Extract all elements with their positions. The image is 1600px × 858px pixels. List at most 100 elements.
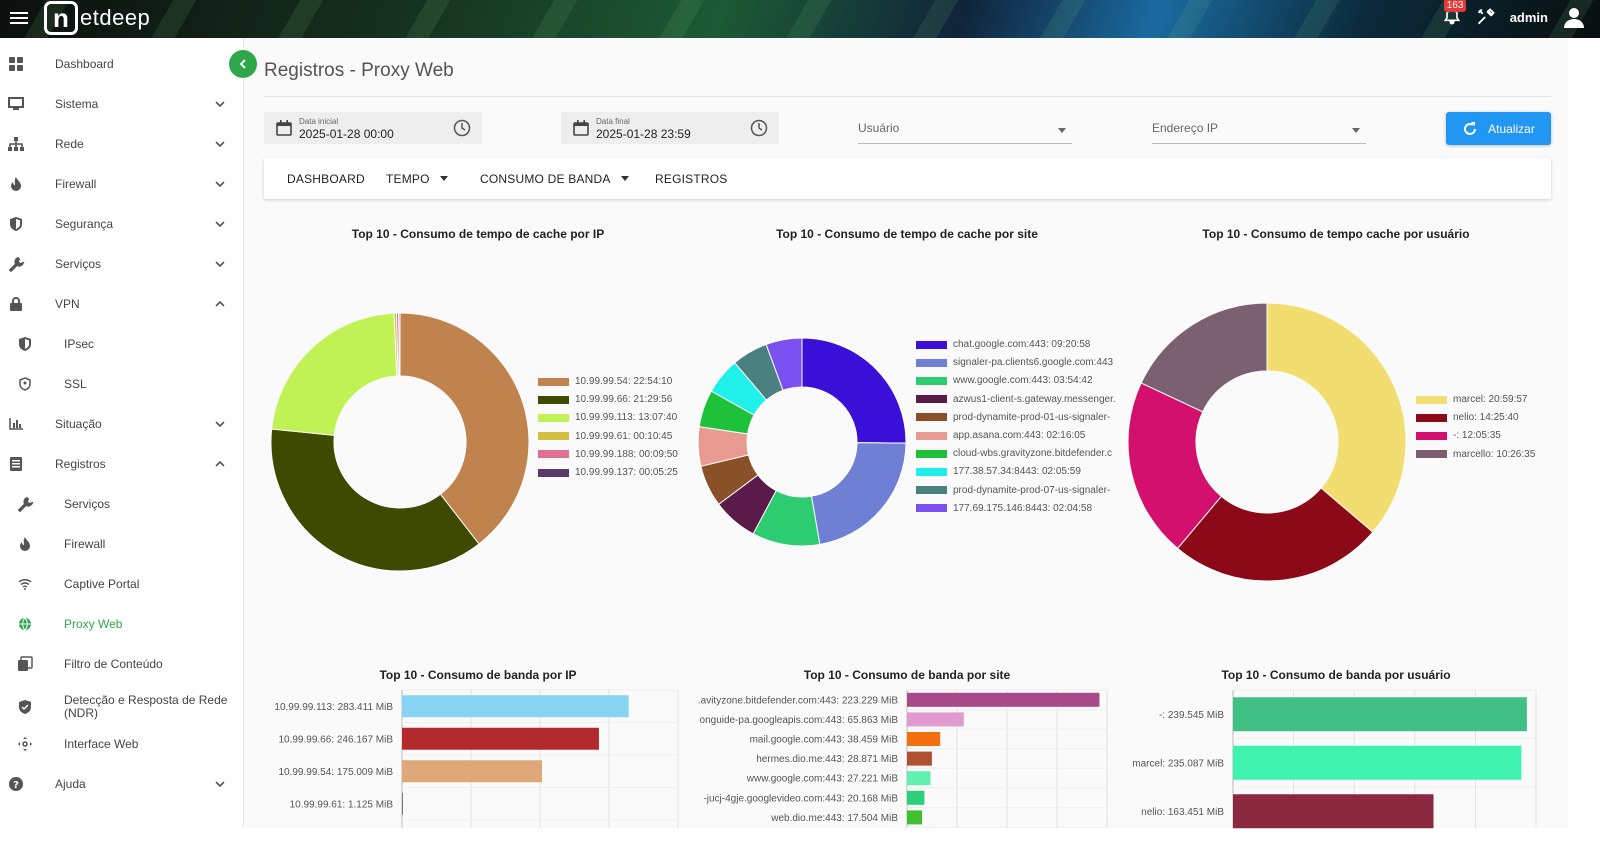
donut-slice[interactable] — [399, 312, 530, 545]
legend-swatch — [538, 432, 569, 441]
sidebar-item-seguranca[interactable]: Segurança — [0, 205, 244, 243]
clock-icon[interactable] — [750, 119, 768, 137]
notifications-bell-icon[interactable]: 163 — [1442, 0, 1467, 27]
donut-slice[interactable] — [801, 337, 907, 444]
refresh-button[interactable]: Atualizar — [1446, 112, 1551, 145]
bar[interactable] — [907, 712, 964, 727]
legend-item[interactable]: 10.99.99.137: 00:05:25 — [538, 467, 678, 478]
sidebar-item-proxy-web[interactable]: Proxy Web — [0, 605, 244, 643]
refresh-button-label: Atualizar — [1488, 121, 1535, 136]
sidebar-item-situacao[interactable]: Situação — [0, 405, 244, 443]
legend-item[interactable]: signaler-pa.clients6.google.com:443 — [916, 357, 1113, 368]
legend-item[interactable]: marcello: 10:26:35 — [1416, 449, 1535, 460]
bar[interactable] — [402, 727, 599, 750]
bar[interactable] — [907, 732, 941, 746]
legend-item[interactable]: marcel: 20:59:57 — [1416, 394, 1528, 405]
legend-label: prod-dynamite-prod-07-us-signaler- — [953, 484, 1111, 496]
bar[interactable] — [402, 695, 629, 718]
sidebar-item-label: Ajuda — [55, 777, 86, 791]
bar[interactable] — [1233, 745, 1522, 780]
legend-swatch — [916, 504, 947, 513]
bar[interactable] — [402, 792, 403, 815]
end-date-field[interactable]: Data final 2025-01-28 23:59 — [561, 112, 779, 144]
sidebar-item-captive-portal[interactable]: Captive Portal — [0, 565, 244, 603]
ip-select[interactable]: Endereço IP — [1152, 116, 1366, 144]
sidebar-item-ndr[interactable]: Detecção e Resposta de Rede (NDR) — [0, 685, 244, 729]
sidebar-item-ssl[interactable]: SSL — [0, 365, 244, 403]
page-title: Registros - Proxy Web — [264, 60, 454, 81]
legend-item[interactable]: 10.99.99.66: 21:29:56 — [538, 394, 672, 405]
sidebar-item-sistema[interactable]: Sistema — [0, 85, 244, 123]
donut-slice[interactable] — [1140, 302, 1268, 413]
sidebar-item-servicos[interactable]: Serviços — [0, 245, 244, 283]
sidebar-item-rede[interactable]: Rede — [0, 125, 244, 163]
sidebar-item-interface-web[interactable]: Interface Web — [0, 725, 244, 763]
sidebar-item-ajuda[interactable]: ? Ajuda — [0, 765, 244, 803]
legend-swatch — [916, 486, 947, 495]
donut-slice[interactable] — [1266, 302, 1407, 533]
legend-item[interactable]: 10.99.99.54: 22:54:10 — [538, 376, 672, 387]
legend-label: app.asana.com:443: 02:16:05 — [953, 430, 1086, 441]
legend-item[interactable]: -: 12:05:35 — [1416, 430, 1501, 441]
sidebar-item-ipsec[interactable]: IPsec — [0, 325, 244, 363]
tab-consumo-de-banda[interactable]: CONSUMO DE BANDA — [480, 158, 629, 199]
legend-swatch — [538, 468, 569, 477]
start-date-field[interactable]: Data inicial 2025-01-28 00:00 — [264, 112, 482, 144]
title-divider — [264, 96, 1551, 97]
bar[interactable] — [907, 790, 925, 805]
sidebar-item-registros[interactable]: Registros — [0, 445, 244, 483]
legend-item[interactable]: www.google.com:443: 03:54:42 — [916, 375, 1093, 386]
sidebar-item-firewall[interactable]: Firewall — [0, 165, 244, 203]
bar[interactable] — [907, 771, 931, 786]
bar[interactable] — [907, 751, 932, 766]
donut-slice[interactable] — [1127, 382, 1223, 550]
sidebar-item-dashboard[interactable]: Dashboard — [0, 45, 244, 83]
legend-item[interactable]: cloud-wbs.gravityzone.bitdefender.c — [916, 448, 1112, 459]
donut-slice[interactable] — [270, 428, 480, 572]
logo[interactable]: n etdeep — [44, 0, 150, 36]
donut-slice[interactable] — [271, 312, 398, 436]
donut-slice[interactable] — [765, 337, 803, 392]
legend-item[interactable]: 10.99.99.113: 13:07:40 — [538, 412, 677, 423]
legend-item[interactable]: prod-dynamite-prod-01-us-signaler- — [916, 412, 1110, 423]
legend-item[interactable]: 177.69.175.146:8443: 02:04:58 — [916, 503, 1092, 514]
donut-slice[interactable] — [1176, 487, 1374, 582]
bar[interactable] — [907, 692, 1100, 707]
bar[interactable] — [1233, 697, 1527, 732]
user-select[interactable]: Usuário — [858, 116, 1072, 144]
donut-slice[interactable] — [810, 442, 907, 546]
main-content: Registros - Proxy Web Data inicial 2025-… — [245, 38, 1568, 829]
tab-dashboard[interactable]: DASHBOARD — [287, 158, 365, 199]
sidebar-item-label: Firewall — [64, 537, 106, 551]
shield-check-icon — [17, 699, 33, 715]
legend-label: nelio: 14:25:40 — [1453, 412, 1519, 424]
sidebar-item-filtro-de-conteudo[interactable]: Filtro de Conteúdo — [0, 645, 244, 683]
legend-item[interactable]: nelio: 14:25:40 — [1416, 412, 1519, 423]
user-avatar-icon[interactable] — [1562, 5, 1586, 29]
user-name[interactable]: admin — [1509, 9, 1548, 25]
tools-icon[interactable] — [1476, 7, 1496, 27]
sidebar-item-registros-firewall[interactable]: Firewall — [0, 525, 244, 563]
chevron-down-icon — [215, 181, 225, 188]
legend-item[interactable]: 10.99.99.188: 00:09:50 — [538, 449, 678, 460]
legend-swatch — [916, 395, 947, 404]
collapse-sidebar-button[interactable] — [229, 50, 257, 78]
legend-item[interactable]: 177.38.57.34:8443: 02:05:59 — [916, 466, 1081, 477]
legend-item[interactable]: app.asana.com:443: 02:16:05 — [916, 430, 1085, 441]
sidebar-item-registros-servicos[interactable]: Serviços — [0, 485, 244, 523]
legend-item[interactable]: 10.99.99.61: 00:10:45 — [538, 431, 672, 442]
tab-tempo[interactable]: TEMPO — [386, 158, 448, 199]
clock-icon[interactable] — [453, 119, 471, 137]
legend-item[interactable]: prod-dynamite-prod-07-us-signaler- — [916, 485, 1110, 496]
donut-slice[interactable] — [398, 312, 401, 377]
tab-registros[interactable]: REGISTROS — [655, 158, 727, 199]
hamburger-menu-icon[interactable] — [10, 9, 28, 29]
wifi-icon — [17, 576, 33, 592]
bar[interactable] — [907, 810, 923, 825]
bar-category-label: 10.99.99.54: 175.009 MiB — [278, 767, 393, 778]
legend-item[interactable]: azwus1-client-s.gateway.messenger. — [916, 394, 1116, 405]
bar[interactable] — [1233, 794, 1434, 829]
bar[interactable] — [402, 760, 543, 783]
sidebar-item-vpn[interactable]: VPN — [0, 285, 244, 323]
legend-item[interactable]: chat.google.com:443: 09:20:58 — [916, 339, 1090, 350]
